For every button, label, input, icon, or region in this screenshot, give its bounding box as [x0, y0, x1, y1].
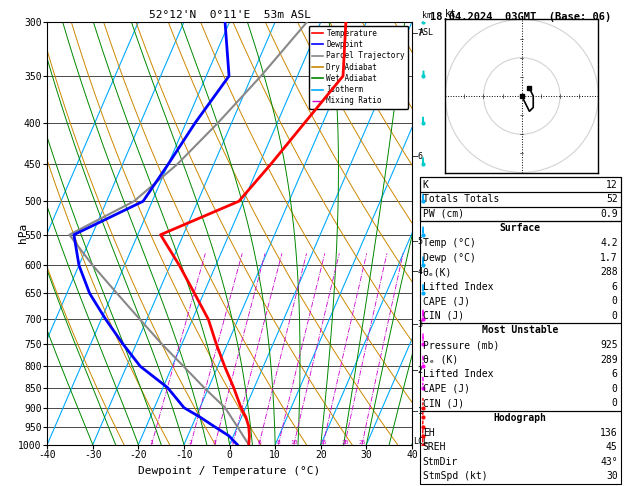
Text: 1.7: 1.7 [600, 253, 618, 262]
Text: –4: –4 [413, 267, 423, 276]
Text: 15: 15 [320, 440, 327, 445]
Text: 6: 6 [612, 282, 618, 292]
Text: 925: 925 [600, 340, 618, 350]
Text: kt: kt [445, 9, 457, 19]
Text: 43°: 43° [600, 457, 618, 467]
Text: Surface: Surface [499, 224, 541, 233]
Text: 0: 0 [612, 296, 618, 306]
Text: 30: 30 [606, 471, 618, 481]
Text: hPa: hPa [18, 223, 28, 243]
Text: –2: –2 [413, 366, 423, 375]
Text: 136: 136 [600, 428, 618, 437]
Text: –7: –7 [413, 29, 423, 38]
Text: 2: 2 [189, 440, 192, 445]
Text: 10: 10 [290, 440, 298, 445]
Text: –6: –6 [413, 152, 423, 161]
Text: EH: EH [423, 428, 435, 437]
Text: 288: 288 [600, 267, 618, 277]
Text: 20: 20 [341, 440, 348, 445]
Text: –3: –3 [413, 320, 423, 329]
Text: –1: –1 [413, 407, 423, 416]
Text: 4: 4 [231, 440, 235, 445]
Text: 0: 0 [612, 399, 618, 408]
Text: –5: –5 [413, 237, 423, 245]
Text: LCL: LCL [413, 436, 428, 446]
Text: Hodograph: Hodograph [494, 413, 547, 423]
Text: 6: 6 [257, 440, 261, 445]
Text: SREH: SREH [423, 442, 446, 452]
Text: 3: 3 [213, 440, 217, 445]
Text: 6: 6 [612, 369, 618, 379]
X-axis label: Dewpoint / Temperature (°C): Dewpoint / Temperature (°C) [138, 466, 321, 476]
Text: StmDir: StmDir [423, 457, 458, 467]
Text: Lifted Index: Lifted Index [423, 369, 493, 379]
Text: Dewp (°C): Dewp (°C) [423, 253, 476, 262]
Text: StmSpd (kt): StmSpd (kt) [423, 471, 487, 481]
Text: Pressure (mb): Pressure (mb) [423, 340, 499, 350]
Text: ASL: ASL [419, 28, 434, 36]
Text: K: K [423, 180, 428, 190]
Text: CIN (J): CIN (J) [423, 311, 464, 321]
Legend: Temperature, Dewpoint, Parcel Trajectory, Dry Adiabat, Wet Adiabat, Isotherm, Mi: Temperature, Dewpoint, Parcel Trajectory… [309, 26, 408, 108]
Text: PW (cm): PW (cm) [423, 209, 464, 219]
Text: Lifted Index: Lifted Index [423, 282, 493, 292]
Text: Temp (°C): Temp (°C) [423, 238, 476, 248]
Text: 0.9: 0.9 [600, 209, 618, 219]
Text: CAPE (J): CAPE (J) [423, 296, 470, 306]
Text: θₑ (K): θₑ (K) [423, 355, 458, 364]
Text: Totals Totals: Totals Totals [423, 194, 499, 204]
Text: Most Unstable: Most Unstable [482, 326, 559, 335]
Title: 52°12'N  0°11'E  53m ASL: 52°12'N 0°11'E 53m ASL [148, 10, 311, 20]
Text: 8: 8 [277, 440, 281, 445]
Text: 18.04.2024  03GMT  (Base: 06): 18.04.2024 03GMT (Base: 06) [430, 12, 611, 22]
Text: θₑ(K): θₑ(K) [423, 267, 452, 277]
Text: 289: 289 [600, 355, 618, 364]
Text: 1: 1 [150, 440, 153, 445]
Text: 4.2: 4.2 [600, 238, 618, 248]
Text: CIN (J): CIN (J) [423, 399, 464, 408]
Text: 45: 45 [606, 442, 618, 452]
Text: 0: 0 [612, 384, 618, 394]
Text: CAPE (J): CAPE (J) [423, 384, 470, 394]
Text: 12: 12 [606, 180, 618, 190]
Text: 25: 25 [359, 440, 366, 445]
Text: 0: 0 [612, 311, 618, 321]
Text: 52: 52 [606, 194, 618, 204]
Text: km: km [421, 11, 431, 19]
